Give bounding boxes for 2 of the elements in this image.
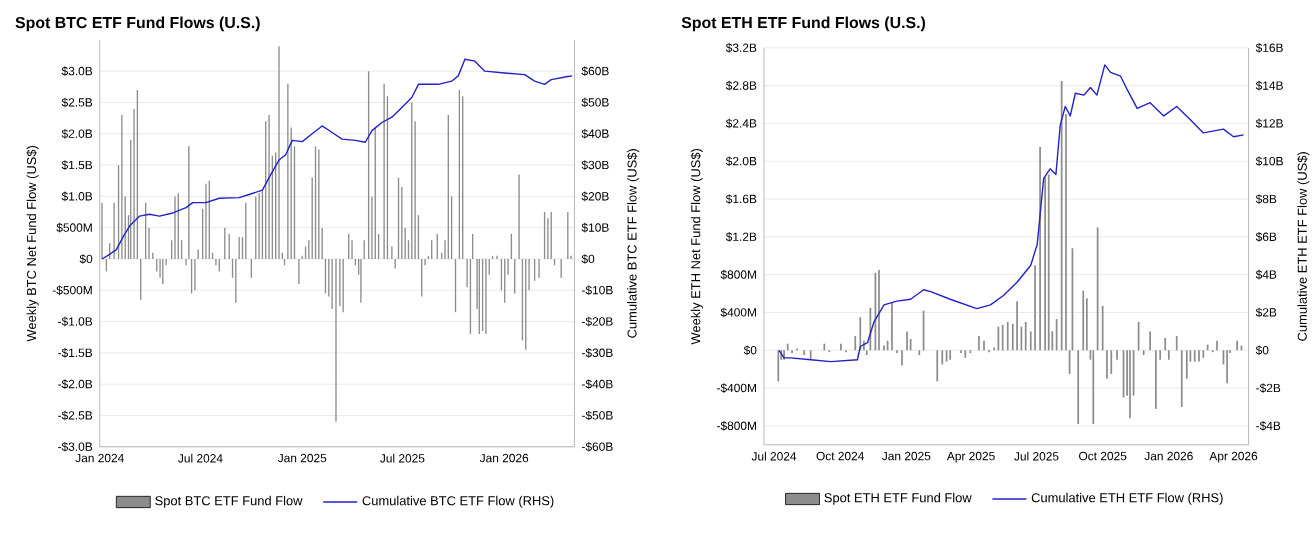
line-series	[778, 63, 1245, 363]
line-series	[101, 58, 573, 260]
